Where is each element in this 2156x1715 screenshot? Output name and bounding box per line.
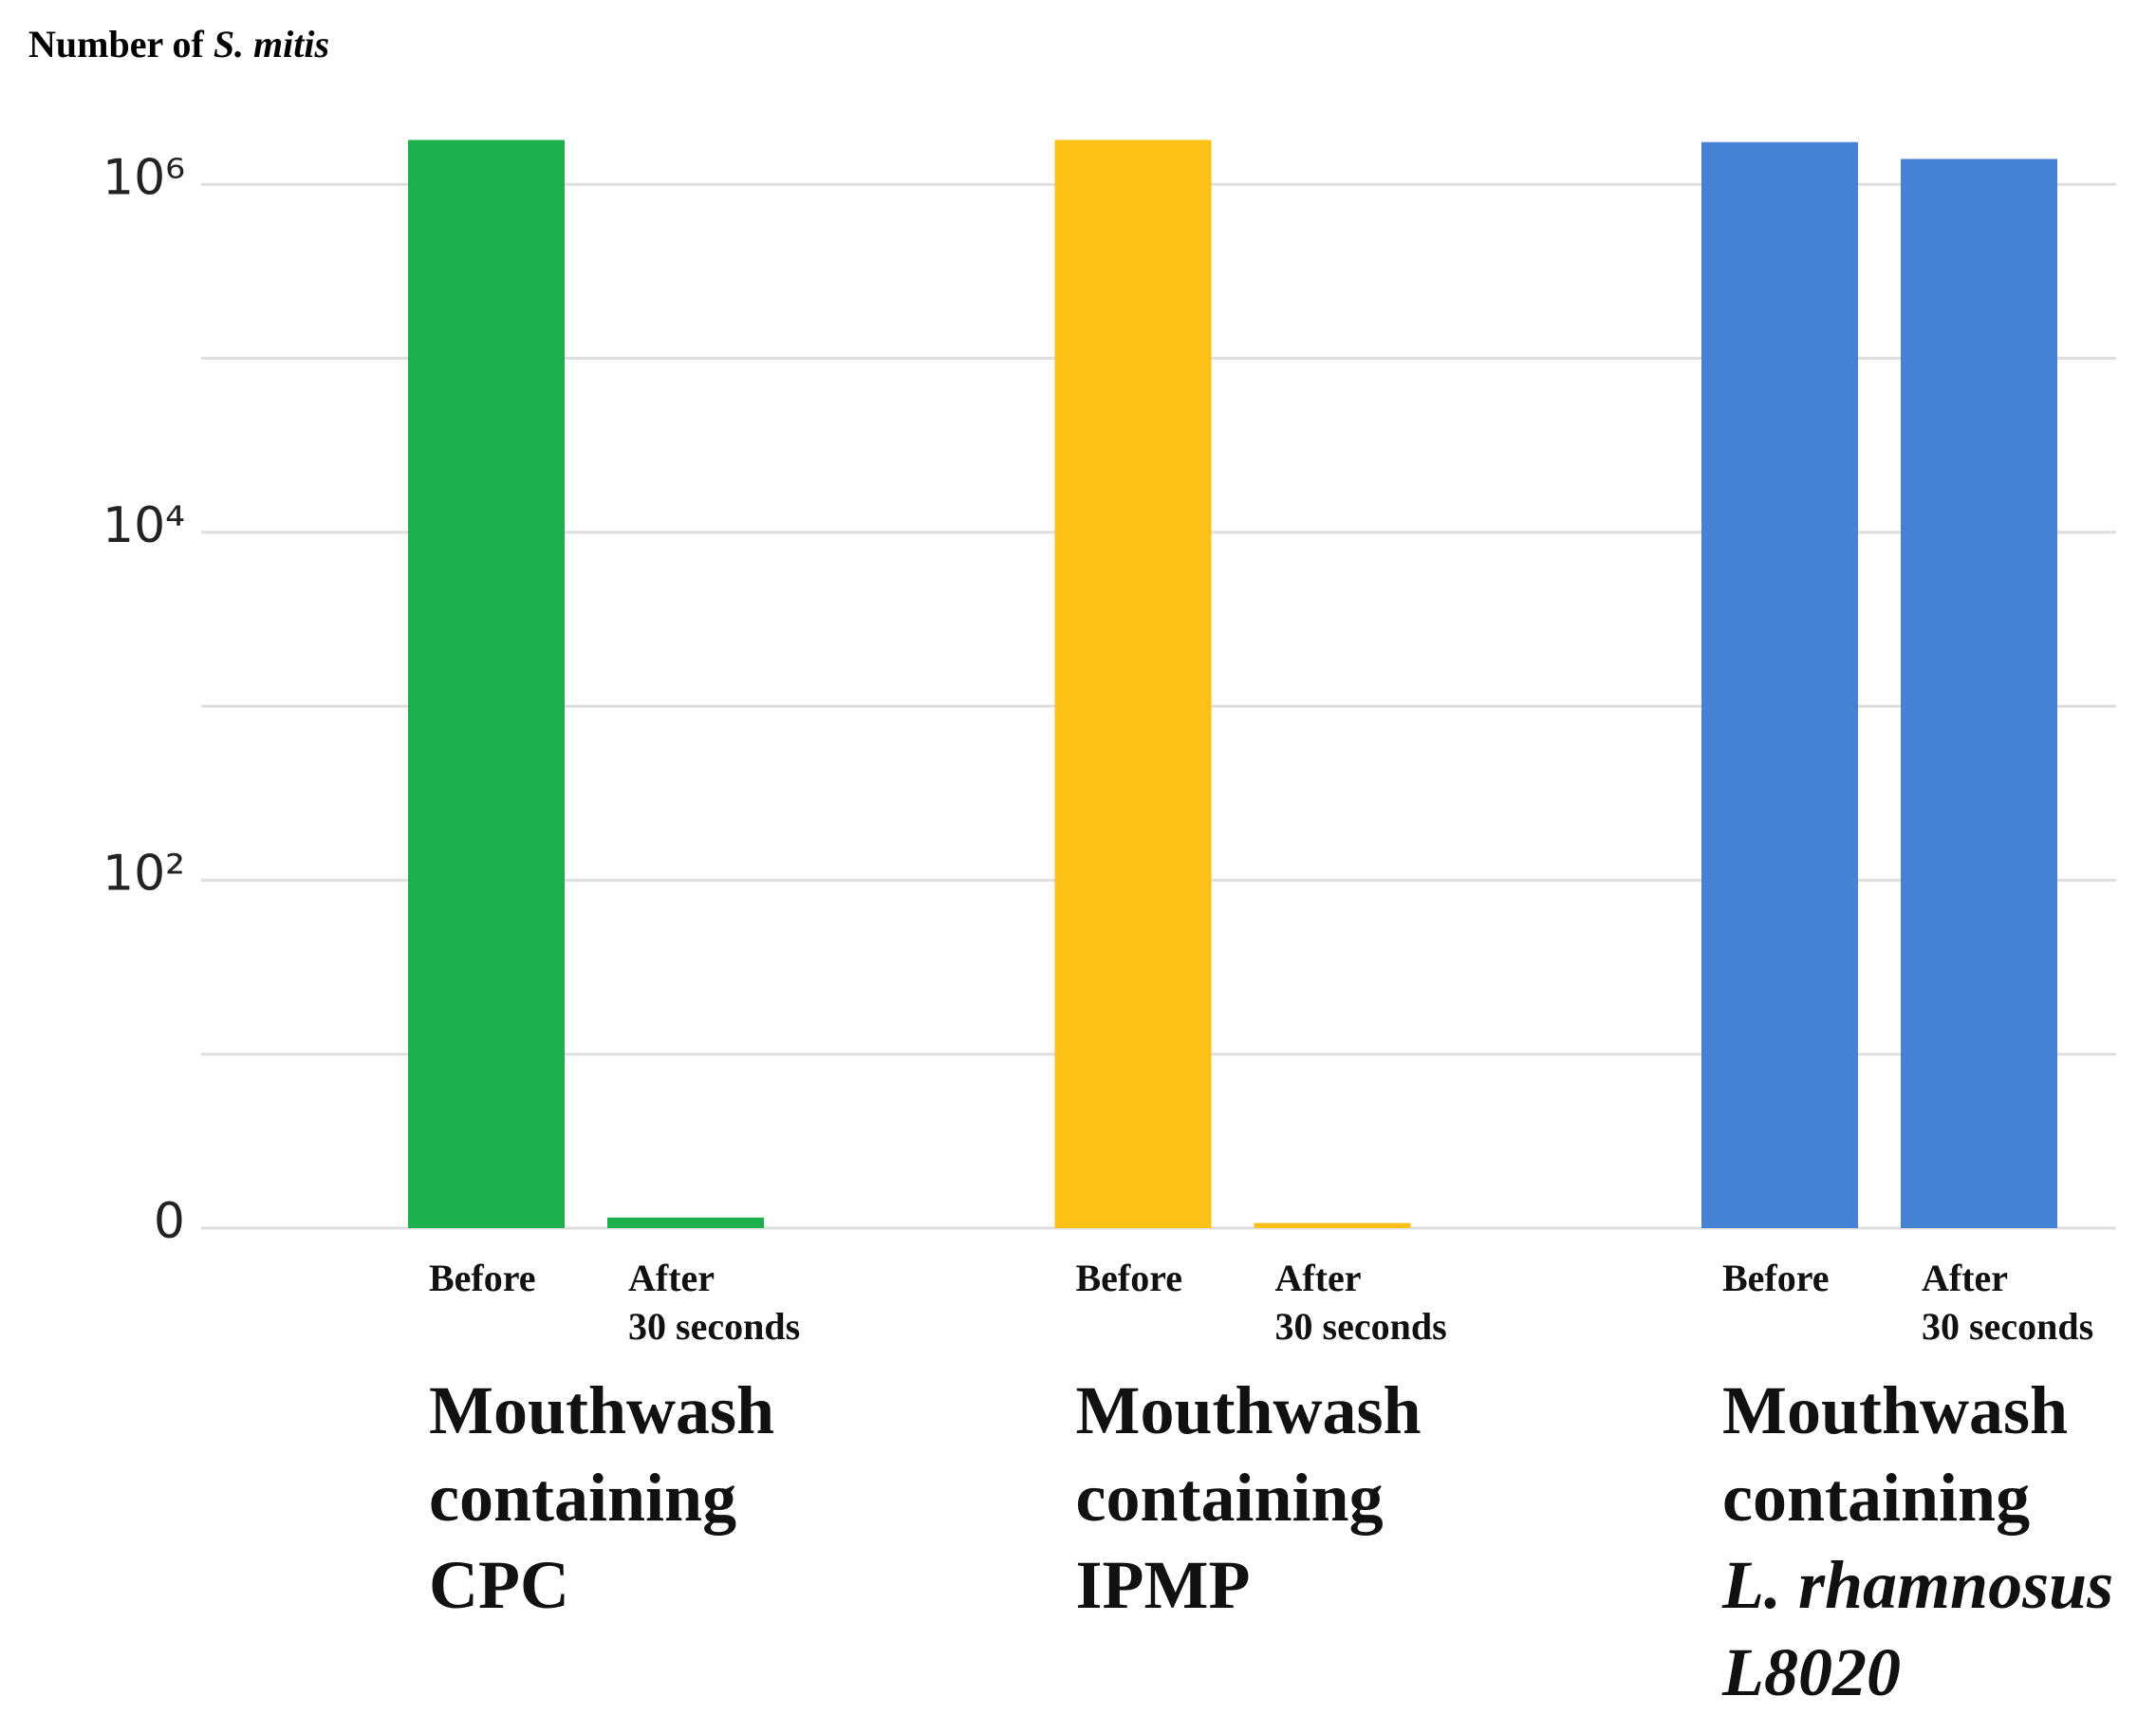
x-tick-label: 30 seconds (628, 1305, 800, 1348)
group-label: Mouthwash (1076, 1372, 1422, 1448)
bar (1254, 1222, 1411, 1228)
x-tick-label: After (1922, 1257, 2008, 1299)
y-axis-label: Number of S. mitis (28, 23, 329, 65)
y-label-italic: S. mitis (214, 23, 329, 65)
bar (408, 140, 565, 1228)
x-tick-label: After (628, 1257, 715, 1299)
group-label: L8020 (1721, 1634, 1901, 1710)
group-label: CPC (429, 1547, 569, 1623)
y-tick-label: 10⁴ (102, 497, 185, 554)
group-label: Mouthwash (429, 1372, 774, 1448)
y-tick-label: 10⁶ (102, 149, 185, 206)
group-label: IPMP (1076, 1547, 1251, 1623)
bar (1701, 141, 1858, 1228)
x-tick-label: Before (1076, 1257, 1183, 1299)
group-label: L. rhamnosus (1721, 1547, 2113, 1623)
y-tick-label: 10² (102, 845, 185, 902)
group-label: Mouthwash (1722, 1372, 2068, 1448)
bar (1901, 158, 2057, 1229)
x-tick-label: Before (1722, 1257, 1830, 1299)
group-label: containing (1076, 1460, 1384, 1536)
x-tick-label: After (1275, 1257, 1362, 1299)
bar (607, 1217, 764, 1228)
bar (1054, 140, 1212, 1228)
group-label: containing (429, 1460, 736, 1536)
x-tick-label: 30 seconds (1922, 1305, 2093, 1348)
x-tick-label: Before (429, 1257, 536, 1299)
x-tick-label: 30 seconds (1275, 1305, 1447, 1348)
y-label-text: Number of (28, 23, 214, 65)
y-tick-label: 0 (154, 1193, 185, 1250)
group-label: containing (1722, 1460, 2030, 1536)
